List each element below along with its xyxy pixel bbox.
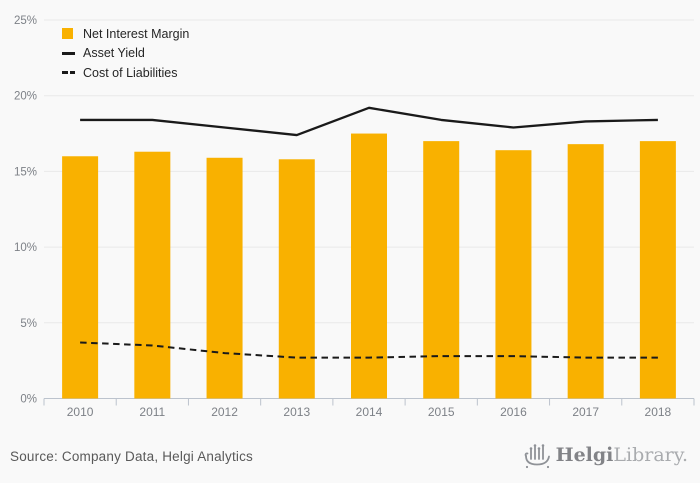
legend-item-asset-yield: Asset Yield xyxy=(62,44,189,64)
legend-label: Cost of Liabilities xyxy=(83,65,178,80)
legend-label: Asset Yield xyxy=(83,46,145,61)
x-tick-label-2013: 2013 xyxy=(283,405,310,419)
helgi-library-logo: HelgiLibrary. xyxy=(524,441,688,469)
logo-text-helgi: Helgi xyxy=(555,444,614,466)
y-tick-label: 10% xyxy=(14,242,37,254)
bar-swatch-icon xyxy=(62,28,75,40)
x-tick-label-2016: 2016 xyxy=(500,405,527,419)
asset-yield-line xyxy=(80,106,658,137)
bar-2011 xyxy=(134,151,171,399)
x-tick-label-2010: 2010 xyxy=(67,405,94,419)
logo-text-library: Library xyxy=(613,444,682,466)
x-tick-label-2015: 2015 xyxy=(428,405,455,419)
source-note: Source: Company Data, Helgi Analytics xyxy=(10,449,254,464)
x-tick-label-2014: 2014 xyxy=(356,405,383,419)
bar-2017 xyxy=(567,144,604,399)
legend-item-net-interest-margin: Net Interest Margin xyxy=(62,24,189,44)
logo-text-period: . xyxy=(681,444,688,466)
legend-item-cost-of-liabilities: Cost of Liabilities xyxy=(62,63,189,83)
x-tick-label-2011: 2011 xyxy=(139,405,165,419)
bar-2013 xyxy=(278,159,315,399)
bar-2010 xyxy=(62,156,99,399)
y-tick-label: 15% xyxy=(14,166,37,178)
x-tick-label-2012: 2012 xyxy=(211,405,238,419)
helgi-ship-icon xyxy=(524,444,550,469)
bar-2016 xyxy=(495,150,532,399)
chart-plot-area: 0% 5% 10% 15% 20% 25% 2010 2011 2012 2013 2014 2015… xyxy=(14,15,695,419)
chart-legend: Net Interest Margin Asset Yield Cost of … xyxy=(62,24,189,83)
y-tick-label: 5% xyxy=(20,318,37,330)
y-tick-label: 25% xyxy=(14,15,37,27)
dashed-line-swatch-icon xyxy=(62,71,75,75)
y-tick-label: 20% xyxy=(14,91,37,103)
bar-2015 xyxy=(423,141,460,399)
bar-2014 xyxy=(351,133,387,399)
x-tick-label-2017: 2017 xyxy=(572,405,599,419)
bar-2018 xyxy=(639,141,676,399)
solid-line-swatch-icon xyxy=(62,51,75,55)
y-tick-label: 0% xyxy=(20,394,37,406)
x-tick-label-2018: 2018 xyxy=(645,405,672,419)
legend-label: Net Interest Margin xyxy=(83,26,190,41)
cost-of-liabilities-line xyxy=(80,341,658,359)
logo-text: HelgiLibrary. xyxy=(556,441,688,469)
bar-2012 xyxy=(206,157,243,399)
